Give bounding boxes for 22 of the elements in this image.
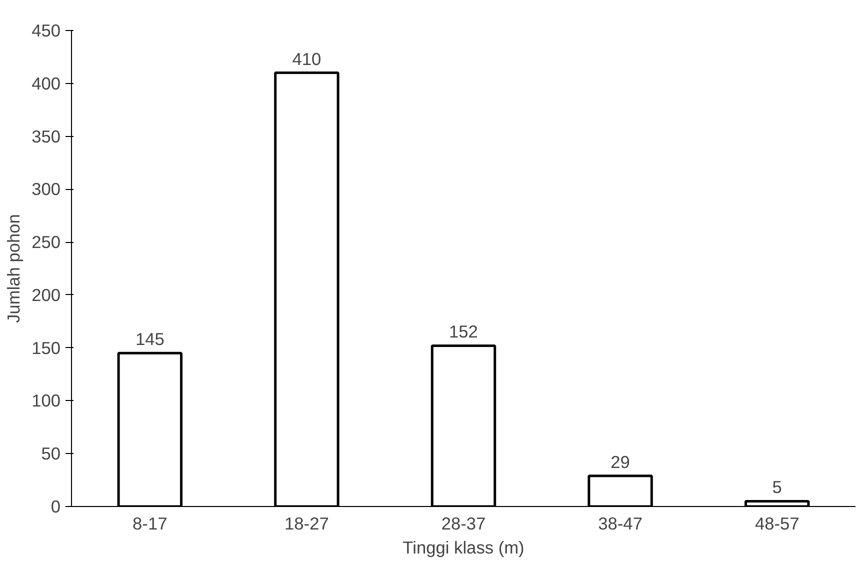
y-tick-label: 300 bbox=[32, 179, 61, 200]
y-tick-label: 100 bbox=[32, 390, 61, 411]
y-tick-label: 150 bbox=[32, 338, 61, 358]
data-label: 152 bbox=[449, 322, 478, 342]
x-tick-label: 38-47 bbox=[598, 514, 642, 534]
data-label: 410 bbox=[292, 48, 322, 69]
data-label: 145 bbox=[135, 329, 164, 350]
y-tick-label: 50 bbox=[41, 444, 61, 464]
y-tick-label: 200 bbox=[32, 284, 61, 305]
data-label: 29 bbox=[610, 452, 630, 472]
x-tick-label: 8-17 bbox=[132, 514, 168, 534]
y-tick-label: 350 bbox=[32, 126, 61, 146]
x-tick-label: 48-57 bbox=[754, 514, 800, 534]
y-tick-label: 0 bbox=[50, 496, 61, 516]
y-tick-label: 450 bbox=[32, 20, 61, 40]
x-axis-title: Tinggi klass (m) bbox=[402, 538, 524, 558]
y-tick-label: 400 bbox=[32, 73, 61, 94]
data-label: 5 bbox=[772, 477, 782, 498]
x-tick-label: 18-27 bbox=[284, 514, 329, 534]
y-axis-title: Jumlah pohon bbox=[4, 214, 24, 323]
y-tick-label: 250 bbox=[32, 232, 61, 252]
x-tick-label: 28-37 bbox=[441, 514, 486, 534]
